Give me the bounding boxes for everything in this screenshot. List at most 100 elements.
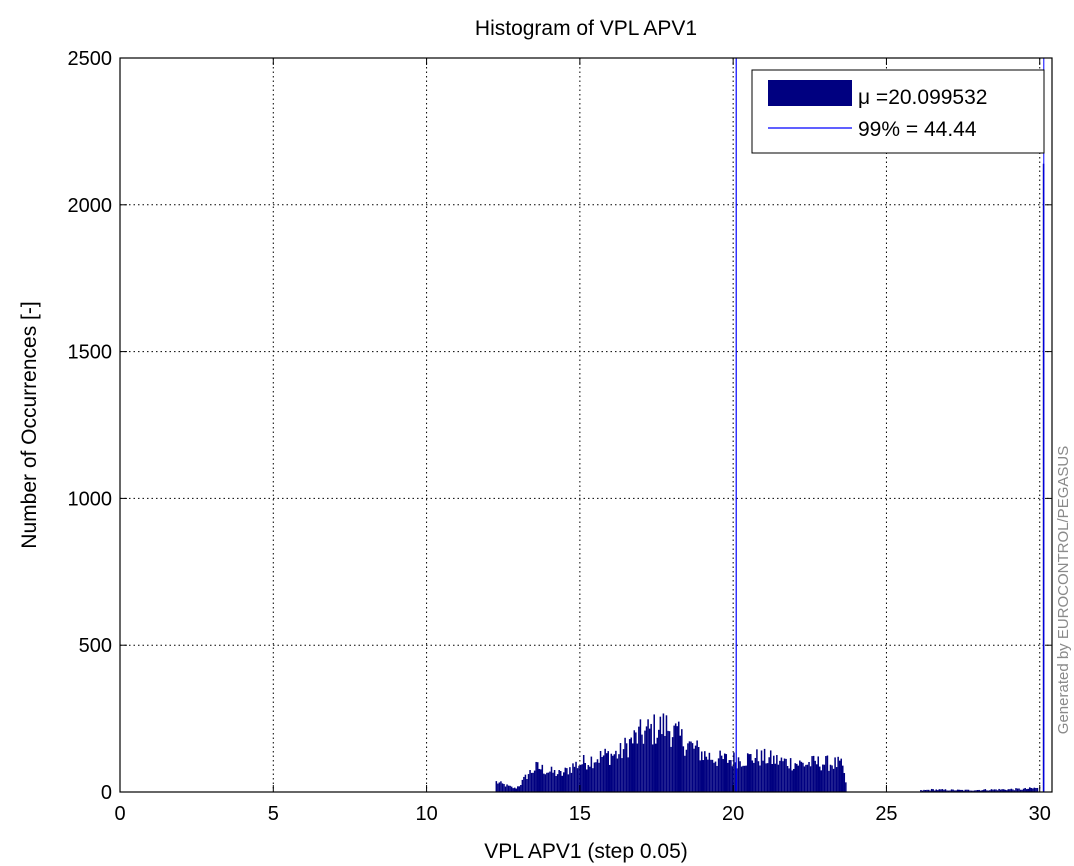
histogram-bar <box>699 760 701 792</box>
histogram-bar <box>961 789 964 792</box>
histogram-bar <box>1001 789 1003 792</box>
histogram-bar <box>759 765 761 792</box>
y-tick-label: 2500 <box>68 48 113 70</box>
histogram-bar <box>527 774 530 792</box>
histogram-bar <box>714 761 717 792</box>
histogram-bar <box>1007 789 1010 792</box>
histogram-bar <box>929 790 931 792</box>
histogram-bar <box>549 771 551 792</box>
histogram-bar <box>662 713 665 792</box>
histogram-bar <box>533 770 536 792</box>
histogram-bar <box>964 789 967 792</box>
histogram-bar <box>572 763 574 792</box>
histogram-bar <box>553 769 556 792</box>
histogram-bar <box>805 764 807 792</box>
histogram-bar <box>774 763 777 792</box>
y-tick-label: 1500 <box>68 342 113 364</box>
histogram-bar <box>586 769 588 792</box>
histogram-bar <box>592 768 594 792</box>
histogram-bar <box>728 760 731 792</box>
histogram-bar <box>970 790 973 792</box>
histogram-bar <box>645 726 648 792</box>
histogram-bar <box>953 790 956 792</box>
histogram-bar <box>921 790 924 792</box>
histogram-bar <box>671 737 674 792</box>
histogram-bar <box>581 764 583 792</box>
histogram-bar <box>1012 789 1014 792</box>
histogram-bar <box>1010 788 1013 792</box>
histogram-bar <box>616 758 619 792</box>
histogram-bar <box>515 788 518 792</box>
histogram-bar <box>500 781 502 792</box>
histogram-bar <box>622 749 625 792</box>
histogram-bar <box>944 789 947 792</box>
histogram-bar <box>777 764 780 792</box>
histogram-bar <box>507 785 510 792</box>
histogram-bar <box>639 719 642 792</box>
histogram-bar <box>937 790 939 792</box>
histogram-bar <box>708 752 711 792</box>
histogram-bar <box>676 726 678 792</box>
x-tick-label: 5 <box>268 803 279 825</box>
histogram-bar <box>723 753 726 792</box>
histogram-bar <box>812 755 815 792</box>
histogram-bar <box>725 754 728 792</box>
histogram-bar <box>831 765 833 792</box>
histogram-bar <box>694 745 697 792</box>
histogram-bar <box>958 789 961 792</box>
histogram-bar <box>820 770 823 792</box>
histogram-bar <box>786 765 789 792</box>
histogram-bar <box>1025 789 1028 792</box>
histogram-bar <box>1009 789 1011 792</box>
histogram-bar <box>697 747 700 792</box>
histogram-bar <box>681 729 683 792</box>
histogram-bar <box>845 782 847 792</box>
histogram-bar <box>927 789 930 792</box>
histogram-bar <box>716 765 718 792</box>
histogram-bar <box>792 768 795 792</box>
histogram-bar <box>1027 788 1030 792</box>
histogram-bar <box>552 772 554 792</box>
histogram-bar <box>815 764 818 792</box>
histogram-bar <box>809 766 812 792</box>
histogram-bar <box>658 729 660 792</box>
histogram-bar <box>834 757 836 792</box>
histogram-bar <box>986 790 988 792</box>
histogram-bar <box>822 764 824 792</box>
histogram-bar <box>665 715 668 792</box>
legend-label-percentile: 99% = 44.44 <box>858 118 977 141</box>
y-tick-label: 2000 <box>68 195 113 217</box>
x-axis-label: VPL APV1 (step 0.05) <box>484 840 688 863</box>
histogram-bar <box>530 772 533 792</box>
histogram-bar <box>941 789 944 792</box>
histogram-bar <box>569 767 571 792</box>
histogram-bar <box>799 760 801 792</box>
chart-title: Histogram of VPL APV1 <box>475 17 697 40</box>
x-tick-label: 20 <box>722 803 744 825</box>
histogram-bar <box>1030 787 1033 792</box>
histogram-bar <box>564 767 567 792</box>
histogram-bar <box>587 765 590 792</box>
histogram-bar <box>1029 787 1031 792</box>
histogram-bar <box>727 762 729 792</box>
histogram-bar <box>612 755 614 792</box>
histogram-bar <box>1002 789 1005 792</box>
histogram-bar <box>628 739 631 792</box>
histogram-bar <box>687 743 689 792</box>
histogram-bar <box>536 762 539 792</box>
histogram-bar <box>978 789 980 792</box>
histogram-bar <box>673 725 675 792</box>
histogram-bar <box>509 785 511 792</box>
histogram-bar <box>949 790 951 792</box>
histogram-bar <box>760 750 763 792</box>
histogram-bar <box>748 754 751 792</box>
histogram-bar <box>1022 788 1025 792</box>
histogram-bar <box>746 753 749 792</box>
histogram-bar <box>691 743 694 792</box>
histogram-bar <box>556 774 559 792</box>
histogram-bar <box>993 789 996 792</box>
histogram-bar <box>668 731 671 792</box>
histogram-bar <box>938 789 941 792</box>
plot-frame <box>119 57 1053 793</box>
histogram-bar <box>811 756 813 792</box>
